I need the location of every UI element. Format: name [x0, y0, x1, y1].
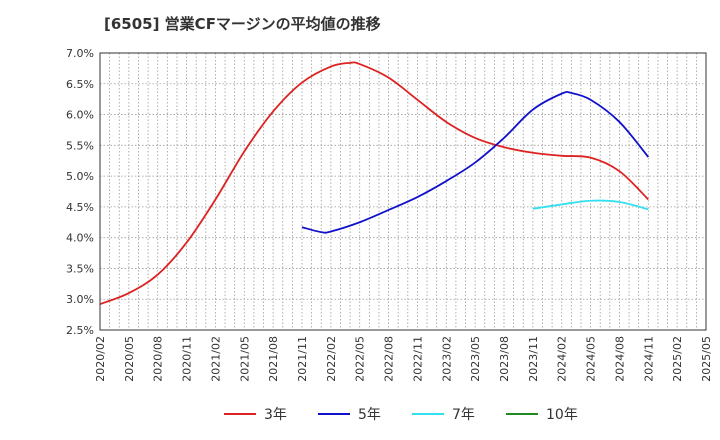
y-tick-label: 4.0% [66, 232, 94, 245]
x-tick-label: 2024/05 [585, 336, 598, 382]
x-tick-label: 2023/11 [527, 336, 540, 382]
y-tick-label: 7.0% [66, 47, 94, 60]
x-tick-label: 2020/08 [152, 336, 165, 382]
grid-layer [99, 52, 707, 331]
y-tick-label: 3.0% [66, 293, 94, 306]
x-tick-label: 2022/05 [354, 336, 367, 382]
legend-label-1: 3年 [264, 407, 287, 423]
y-tick-label: 2.5% [66, 324, 94, 337]
x-tick-label: 2020/05 [123, 336, 136, 382]
x-tick-label: 2022/11 [411, 336, 424, 382]
x-tick-label: 2024/11 [642, 336, 655, 382]
legend: 3年 5年 7年 10年 [224, 407, 578, 423]
x-tick-label: 2023/02 [440, 336, 453, 382]
plot-frame [99, 52, 707, 331]
x-tick-label: 2023/05 [469, 336, 482, 382]
y-tick-label: 3.5% [66, 262, 94, 275]
y-tick-label: 6.0% [66, 109, 94, 122]
y-tick-label: 5.0% [66, 170, 94, 183]
series-line-2 [301, 91, 649, 234]
chart-title: [6505] 営業CFマージンの平均値の推移 [104, 15, 381, 33]
x-tick-label: 2020/11 [181, 336, 194, 382]
x-tick-label: 2021/05 [238, 336, 251, 382]
series-line-1 [99, 61, 649, 305]
legend-label-4: 10年 [546, 407, 578, 423]
x-tick-label: 2024/08 [613, 336, 626, 382]
y-tick-label: 6.5% [66, 78, 94, 91]
x-tick-label: 2022/02 [325, 336, 338, 382]
x-tick-label: 2021/08 [267, 336, 280, 382]
y-tick-label: 4.5% [66, 201, 94, 214]
x-tick-label: 2025/02 [671, 336, 684, 382]
series-layer [99, 61, 649, 305]
x-tick-label: 2023/08 [498, 336, 511, 382]
x-tick-label: 2021/02 [209, 336, 222, 382]
x-tick-label: 2020/02 [94, 336, 107, 382]
axis-layer: 2.5% 3.0% 3.5% 4.0% 4.5% 5.0% 5.5% 6.0% 6.5% 7.0%… [66, 47, 713, 382]
legend-label-3: 7年 [452, 407, 475, 423]
series-line-3 [532, 199, 649, 211]
legend-label-2: 5年 [358, 407, 381, 423]
y-tick-label: 5.5% [66, 139, 94, 152]
x-tick-label: 2022/08 [383, 336, 396, 382]
x-tick-label: 2021/11 [296, 336, 309, 382]
x-tick-label: 2024/02 [556, 336, 569, 382]
x-tick-label: 2025/05 [700, 336, 713, 382]
